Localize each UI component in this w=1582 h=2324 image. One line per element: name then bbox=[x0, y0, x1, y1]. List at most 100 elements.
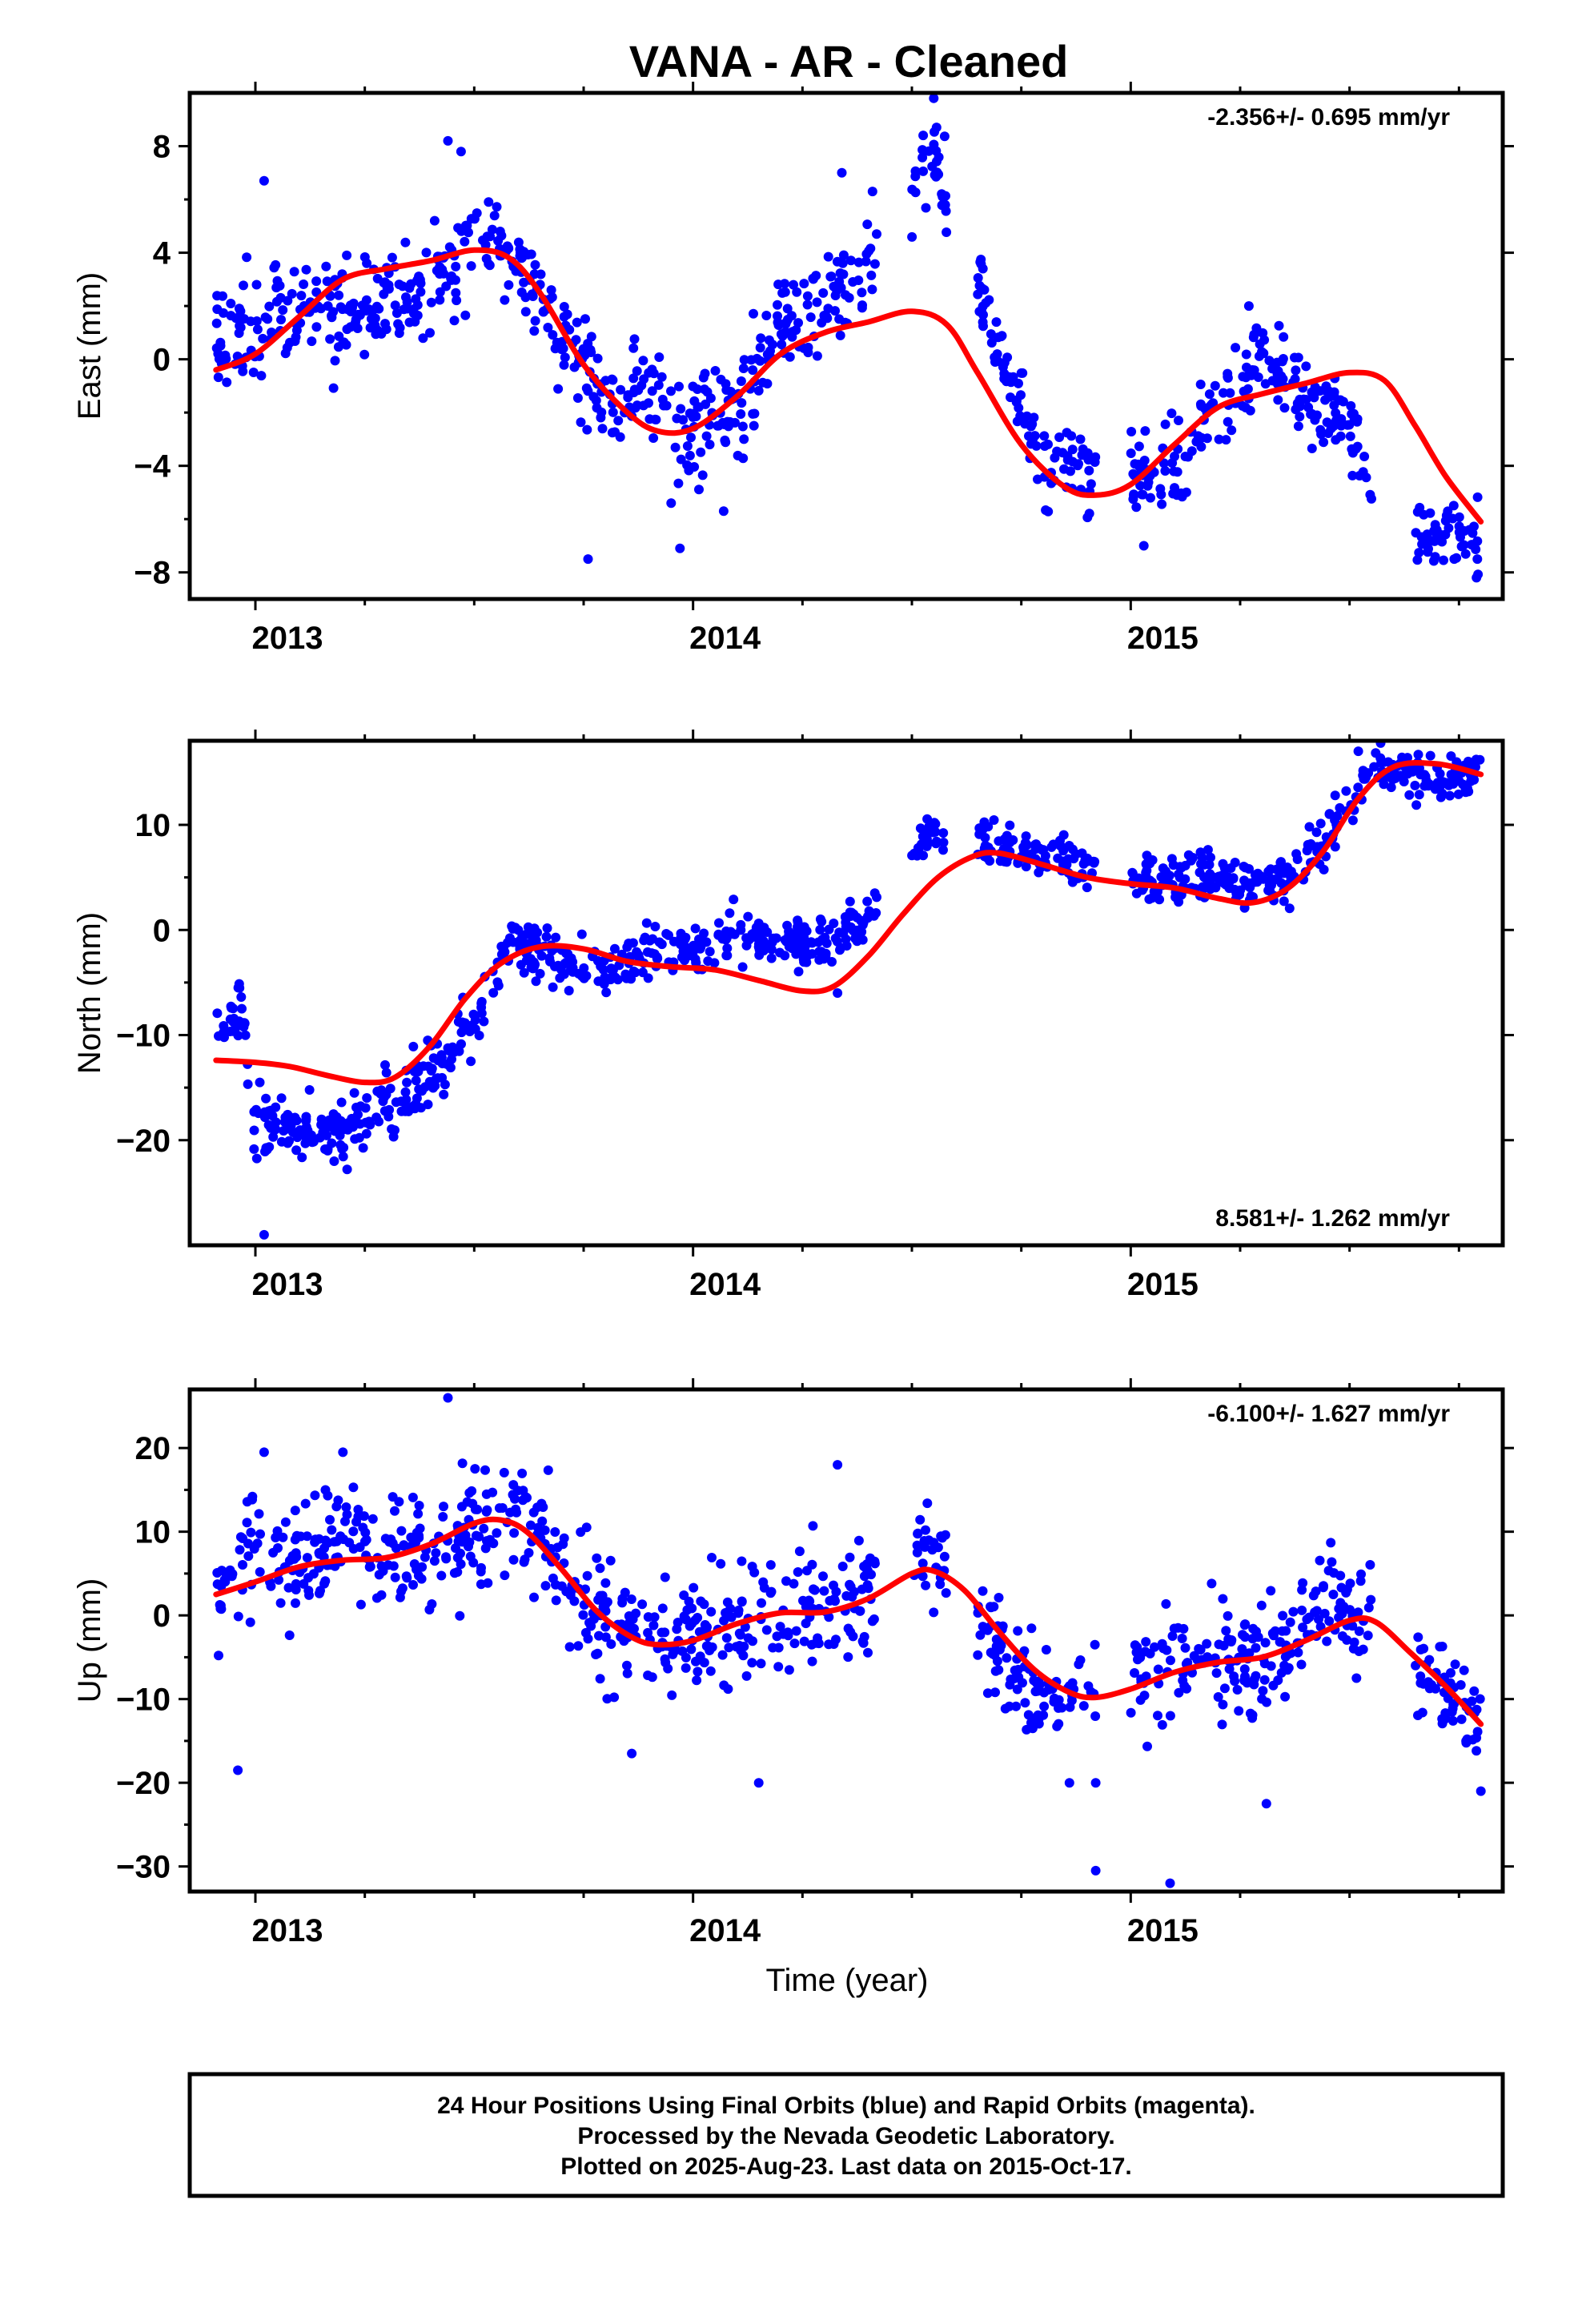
data-point bbox=[1223, 1610, 1233, 1621]
data-point bbox=[797, 939, 808, 950]
data-point bbox=[921, 1525, 930, 1535]
data-point bbox=[863, 1647, 873, 1658]
data-point bbox=[502, 241, 512, 251]
data-point-outlier bbox=[1090, 1778, 1101, 1788]
data-point bbox=[606, 964, 616, 975]
data-point bbox=[320, 1576, 331, 1586]
data-point bbox=[456, 1502, 467, 1512]
data-point bbox=[1295, 401, 1305, 412]
data-point bbox=[824, 1639, 834, 1650]
data-point bbox=[221, 1569, 231, 1579]
data-point bbox=[1459, 1665, 1469, 1675]
data-point bbox=[1472, 492, 1483, 502]
data-point bbox=[1365, 1560, 1375, 1570]
data-point bbox=[1315, 1555, 1325, 1566]
data-point bbox=[644, 398, 653, 408]
data-point bbox=[857, 300, 867, 311]
data-point bbox=[1129, 489, 1139, 500]
data-point bbox=[567, 958, 577, 968]
data-point bbox=[768, 1642, 778, 1653]
data-point bbox=[559, 969, 569, 979]
data-point bbox=[225, 1014, 235, 1024]
east-daily-positions bbox=[211, 93, 1484, 583]
data-point bbox=[402, 1573, 412, 1583]
data-point bbox=[1376, 758, 1387, 768]
data-point bbox=[1307, 444, 1317, 453]
data-point bbox=[832, 285, 842, 296]
data-point bbox=[862, 219, 873, 230]
data-point bbox=[844, 292, 854, 303]
data-point bbox=[938, 845, 948, 855]
data-point bbox=[690, 954, 701, 964]
data-point bbox=[845, 922, 856, 932]
data-point bbox=[335, 1531, 346, 1542]
data-point bbox=[1304, 822, 1315, 832]
data-point bbox=[685, 450, 695, 460]
data-point bbox=[1432, 778, 1443, 788]
data-point bbox=[1472, 1704, 1482, 1715]
data-point bbox=[271, 1533, 281, 1542]
figure-title: VANA - AR - Cleaned bbox=[629, 36, 1069, 86]
data-point bbox=[413, 1509, 424, 1519]
data-point bbox=[327, 1138, 337, 1148]
north-frame bbox=[187, 738, 1505, 1248]
data-point bbox=[845, 1552, 855, 1562]
data-point-outlier bbox=[718, 506, 729, 517]
data-point bbox=[227, 1003, 236, 1013]
data-point bbox=[693, 402, 703, 412]
data-point bbox=[834, 927, 845, 938]
x-axis-label: Time (year) bbox=[766, 1963, 929, 1998]
data-point bbox=[757, 377, 768, 388]
footer-box: 24 Hour Positions Using Final Orbits (bl… bbox=[187, 2072, 1505, 2198]
east-y-axis: −8 −4 0 4 8 bbox=[134, 130, 1514, 591]
data-point bbox=[320, 1485, 331, 1495]
data-point bbox=[390, 1506, 400, 1516]
data-point bbox=[367, 1514, 378, 1524]
data-point bbox=[1302, 1614, 1312, 1625]
data-point bbox=[1033, 1710, 1043, 1720]
data-point bbox=[361, 295, 371, 305]
data-point bbox=[235, 1532, 246, 1542]
data-point bbox=[489, 211, 500, 221]
data-point bbox=[243, 1551, 254, 1562]
data-point bbox=[1180, 452, 1191, 461]
data-point bbox=[359, 252, 370, 262]
data-point bbox=[648, 433, 659, 443]
data-point bbox=[840, 912, 850, 922]
data-point bbox=[219, 1021, 229, 1031]
data-point bbox=[1126, 448, 1136, 458]
data-point bbox=[809, 1585, 820, 1595]
data-point bbox=[344, 1538, 355, 1548]
data-point bbox=[913, 1529, 923, 1539]
data-point bbox=[1365, 489, 1375, 500]
data-point bbox=[694, 485, 704, 495]
data-point bbox=[1347, 444, 1357, 454]
data-point bbox=[1074, 1659, 1084, 1670]
data-point bbox=[238, 1560, 247, 1570]
data-point bbox=[1271, 365, 1282, 376]
data-point bbox=[1469, 1686, 1480, 1696]
data-point bbox=[862, 896, 873, 907]
data-point bbox=[1245, 368, 1255, 378]
data-point bbox=[812, 351, 822, 361]
y-tick-label: 0 bbox=[153, 1598, 171, 1634]
data-point bbox=[455, 1610, 465, 1621]
data-point-outlier bbox=[1261, 1799, 1271, 1809]
data-point bbox=[1293, 421, 1303, 432]
data-point bbox=[272, 275, 283, 286]
data-point bbox=[1292, 854, 1303, 864]
data-point bbox=[835, 268, 845, 279]
data-point bbox=[1459, 540, 1469, 550]
north-model-curve bbox=[213, 760, 1484, 1086]
data-point bbox=[239, 280, 248, 291]
data-point bbox=[1167, 458, 1178, 468]
data-point bbox=[707, 1553, 717, 1562]
data-point bbox=[519, 1557, 529, 1567]
data-point bbox=[1178, 1675, 1188, 1686]
data-point bbox=[243, 1538, 253, 1549]
data-point bbox=[974, 823, 985, 834]
data-point bbox=[938, 828, 949, 838]
data-point bbox=[637, 1599, 648, 1610]
data-point bbox=[869, 1614, 879, 1624]
data-point bbox=[290, 1506, 300, 1516]
